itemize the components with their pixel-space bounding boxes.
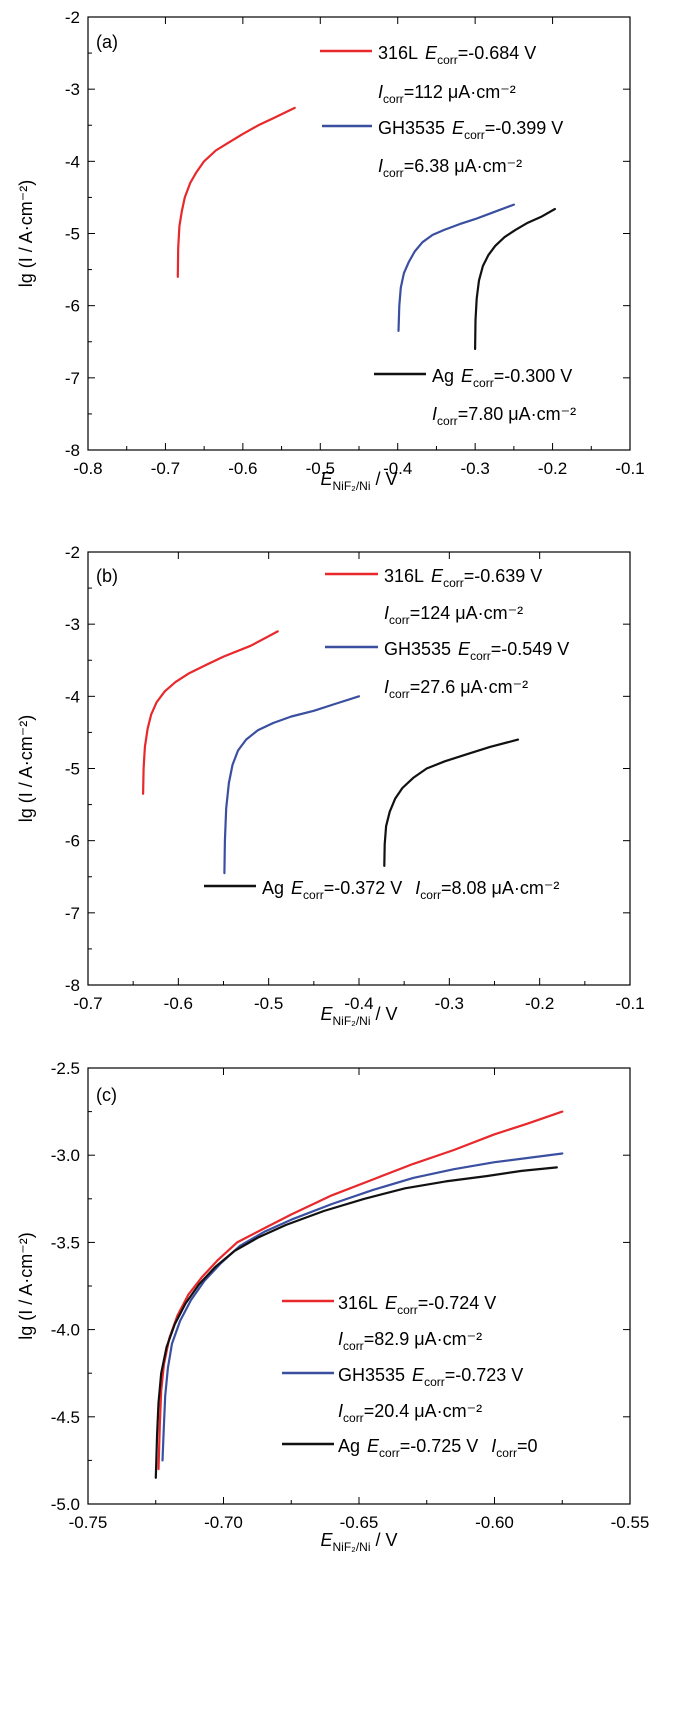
legend-icorr-316l: Icorr=124 μA·cm⁻² (384, 603, 523, 627)
y-axis-title: lg (I / A·cm⁻²) (16, 715, 36, 823)
chart-panel-c: -0.75 -0.70 -0.65 -0.60 -0.55 -5.0 -4.5 -4.0 -3.… (16, 1059, 649, 1554)
y-axis-title: lg (I / A·cm⁻²) (16, 1232, 36, 1340)
legend-entry-316l: 316L Ecorr=-0.639 V (384, 566, 542, 590)
series-line-ag (383, 738, 520, 867)
legend-entry-ag: Ag Ecorr=-0.300 V (432, 366, 572, 390)
y-tick-label: -3.5 (51, 1233, 80, 1252)
y-tick-label: -6 (65, 297, 80, 316)
x-tick-label: -0.2 (525, 994, 554, 1013)
legend-entry-ag: Ag Ecorr=-0.372 V Icorr=8.08 μA·cm⁻² (262, 878, 559, 902)
legend-icorr-gh3535: Icorr=27.6 μA·cm⁻² (384, 677, 528, 701)
y-tick-label: -7 (65, 904, 80, 923)
plot-frame (87, 551, 631, 986)
y-tick-label: -5 (65, 760, 80, 779)
y-tick-label: -2 (65, 8, 80, 27)
series-line-316l (176, 106, 296, 278)
series-line-316l (142, 630, 279, 795)
y-tick-label: -4.5 (51, 1408, 80, 1427)
x-tick-label: -0.4 (383, 459, 412, 478)
x-tick-label: -0.1 (615, 459, 644, 478)
x-axis-title: ENiF₂/Ni / V (320, 469, 397, 493)
y-tick-label: -2.5 (51, 1059, 80, 1078)
y-tick-label: -5.0 (51, 1495, 80, 1514)
legend-icorr-gh3535: Icorr=20.4 μA·cm⁻² (338, 1401, 482, 1425)
x-tick-label: -0.4 (344, 994, 373, 1013)
y-tick-label: -4 (65, 152, 80, 171)
y-tick-label: -3.0 (51, 1146, 80, 1165)
y-tick-label: -2 (65, 543, 80, 562)
chart-panel-a: -0.8 -0.7 -0.6 -0.5 -0.4 -0.3 -0.2 -0.1 -8 -7 -6 -5… (16, 8, 645, 493)
legend-entry-316l: 316L Ecorr=-0.684 V (378, 43, 536, 67)
legend-icorr-316l: Icorr=112 μA·cm⁻² (378, 82, 516, 106)
x-tick-label: -0.65 (340, 1513, 379, 1532)
y-tick-label: -8 (65, 976, 80, 995)
legend-icorr-316l: Icorr=82.9 μA·cm⁻² (338, 1329, 482, 1353)
x-tick-label: -0.8 (73, 459, 102, 478)
x-axis-title: ENiF₂/Ni / V (320, 1004, 397, 1028)
x-axis-title: ENiF₂/Ni / V (320, 1530, 397, 1554)
legend-entry-gh3535: GH3535 Ecorr=-0.399 V (378, 118, 563, 142)
x-tick-label: -0.3 (460, 459, 489, 478)
y-tick-label: -4.0 (51, 1321, 80, 1340)
legend-entry-316l: 316L Ecorr=-0.724 V (338, 1293, 496, 1317)
legend-entry-gh3535: GH3535 Ecorr=-0.549 V (384, 639, 569, 663)
legend-entry-gh3535: GH3535 Ecorr=-0.723 V (338, 1365, 523, 1389)
y-tick-label: -3 (65, 80, 80, 99)
x-tick-label: -0.75 (69, 1513, 108, 1532)
y-tick-label: -5 (65, 225, 80, 244)
y-tick-label: -7 (65, 369, 80, 388)
series-line-ag (154, 1166, 558, 1479)
y-tick-label: -8 (65, 441, 80, 460)
x-tick-label: -0.6 (228, 459, 257, 478)
legend-icorr-ag: Icorr=7.80 μA·cm⁻² (432, 404, 576, 428)
x-tick-label: -0.5 (306, 459, 335, 478)
x-tick-label: -0.5 (254, 994, 283, 1013)
y-tick-label: -6 (65, 832, 80, 851)
x-tick-label: -0.55 (611, 1513, 650, 1532)
legend-entry-ag: Ag Ecorr=-0.725 V Icorr=0 (338, 1436, 538, 1460)
panel-label: (c) (96, 1085, 117, 1105)
series-line-gh3535 (223, 695, 361, 875)
chart-panel-b: -0.7 -0.6 -0.5 -0.4 -0.3 -0.2 -0.1 -8 -7 -6 -5 -4 -3… (16, 543, 645, 1028)
x-tick-label: -0.2 (538, 459, 567, 478)
y-tick-label: -3 (65, 615, 80, 634)
x-tick-label: -0.3 (435, 994, 464, 1013)
series-line-ag (474, 207, 556, 351)
y-axis-title: lg (I / A·cm⁻²) (16, 180, 36, 288)
panel-label: (b) (96, 566, 118, 586)
x-tick-label: -0.60 (475, 1513, 514, 1532)
x-tick-label: -0.1 (615, 994, 644, 1013)
y-tick-label: -4 (65, 687, 80, 706)
x-tick-label: -0.7 (151, 459, 180, 478)
x-tick-label: -0.6 (164, 994, 193, 1013)
legend-icorr-gh3535: Icorr=6.38 μA·cm⁻² (378, 156, 522, 180)
x-tick-label: -0.7 (73, 994, 102, 1013)
panel-label: (a) (96, 32, 118, 52)
series-line-gh3535 (397, 203, 515, 332)
x-tick-label: -0.70 (204, 1513, 243, 1532)
